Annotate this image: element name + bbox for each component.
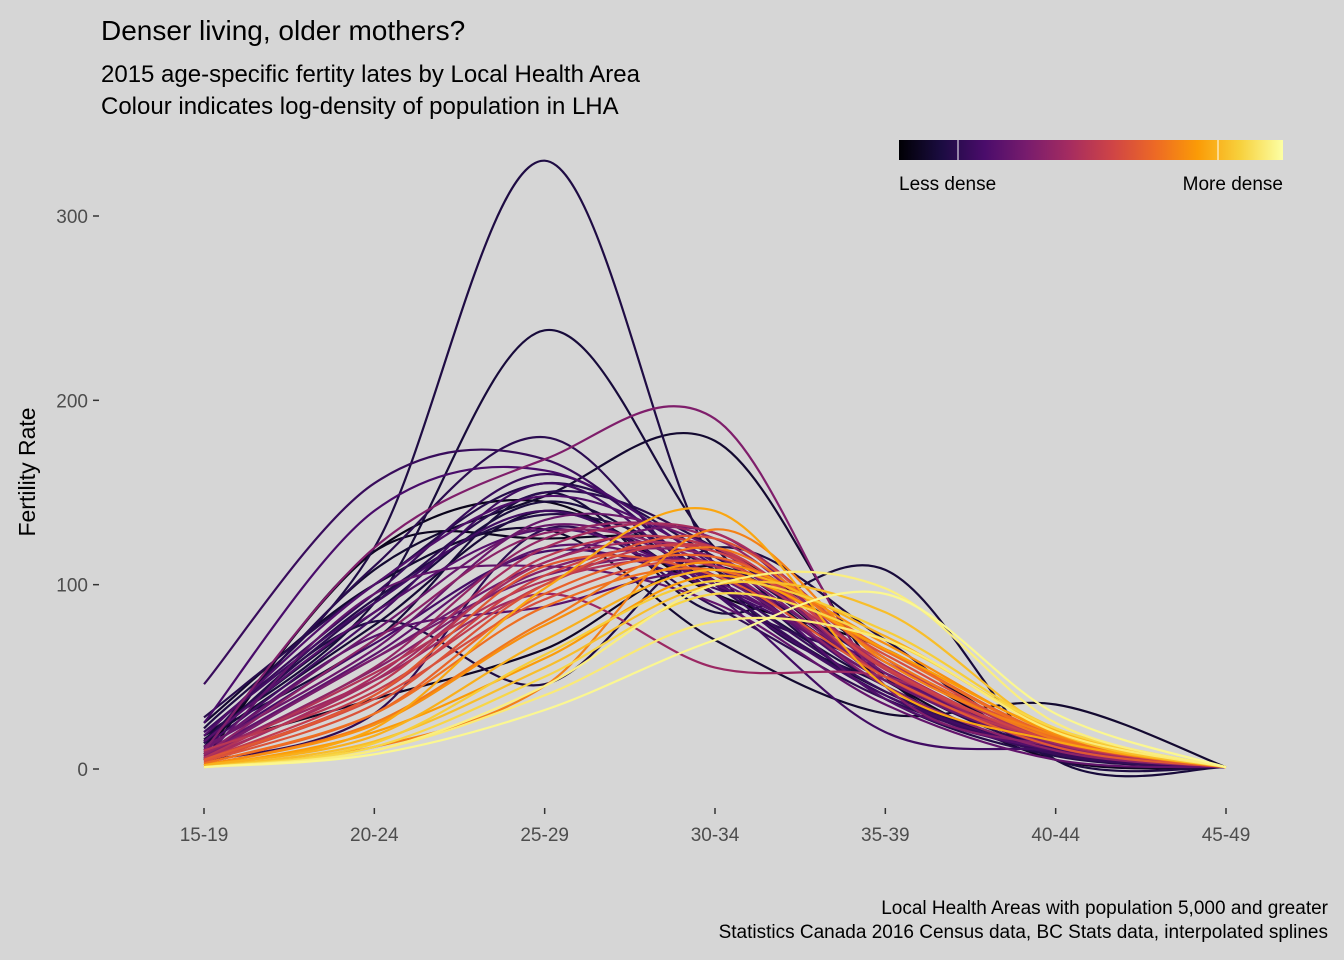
y-tick-label: 100 bbox=[56, 576, 88, 597]
y-axis-title: Fertility Rate bbox=[14, 407, 40, 536]
series-line bbox=[203, 580, 1227, 769]
colorbar-legend: Less dense More dense bbox=[899, 140, 1283, 195]
series-line bbox=[203, 561, 1227, 769]
x-tick-label: 40-44 bbox=[1031, 825, 1080, 846]
caption-line-2: Statistics Canada 2016 Census data, BC S… bbox=[719, 922, 1328, 943]
chart-title: Denser living, older mothers? bbox=[101, 15, 465, 46]
series-line bbox=[203, 592, 1227, 769]
legend-label-high: More dense bbox=[1183, 174, 1283, 195]
y-tick-label: 0 bbox=[77, 760, 88, 781]
colorbar bbox=[899, 140, 1283, 160]
x-tick-label: 20-24 bbox=[350, 825, 399, 846]
series-line bbox=[203, 431, 1227, 769]
y-axis: 0 100 200 300 bbox=[56, 207, 99, 781]
legend-label-low: Less dense bbox=[899, 174, 996, 195]
x-tick-label: 25-29 bbox=[520, 825, 569, 846]
series-line bbox=[203, 590, 1227, 769]
series-line bbox=[203, 498, 1227, 769]
y-tick-label: 300 bbox=[56, 207, 88, 228]
x-tick-label: 15-19 bbox=[180, 825, 229, 846]
caption-line-1: Local Health Areas with population 5,000… bbox=[881, 898, 1328, 919]
chart-subtitle-line-2: Colour indicates log-density of populati… bbox=[101, 93, 619, 120]
series-line bbox=[203, 570, 1227, 769]
series-line bbox=[203, 546, 1227, 769]
series-line bbox=[203, 564, 1227, 769]
series-line bbox=[203, 500, 1227, 769]
series-line bbox=[203, 548, 1227, 769]
series-line bbox=[203, 507, 1227, 769]
series-line bbox=[203, 568, 1227, 769]
x-axis: 15-19 20-24 25-29 30-34 35-39 40-44 45-49 bbox=[180, 808, 1251, 846]
x-tick-label: 30-34 bbox=[691, 825, 740, 846]
series-line bbox=[203, 159, 1227, 769]
x-tick-label: 45-49 bbox=[1202, 825, 1251, 846]
chart-subtitle-line-1: 2015 age-specific fertity lates by Local… bbox=[101, 61, 641, 88]
y-tick-label: 200 bbox=[56, 391, 88, 412]
x-tick-label: 35-39 bbox=[861, 825, 910, 846]
series-lines bbox=[203, 159, 1227, 778]
